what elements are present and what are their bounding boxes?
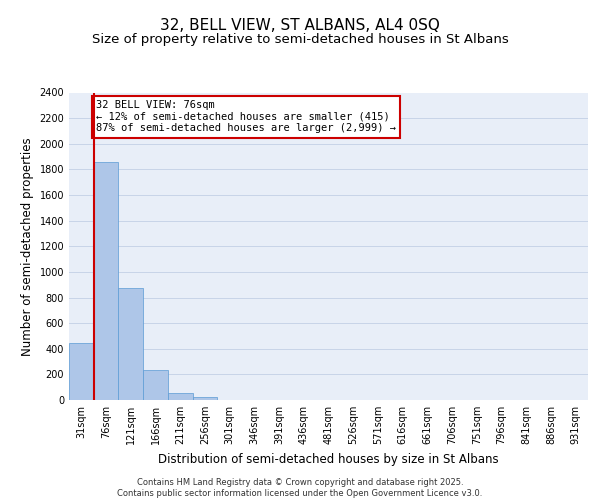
Bar xyxy=(69,343,94,400)
Bar xyxy=(118,288,143,400)
Text: Size of property relative to semi-detached houses in St Albans: Size of property relative to semi-detach… xyxy=(92,32,508,46)
Bar xyxy=(94,162,118,400)
Bar xyxy=(193,398,217,400)
Y-axis label: Number of semi-detached properties: Number of semi-detached properties xyxy=(21,137,34,356)
Bar xyxy=(143,370,168,400)
Text: 32 BELL VIEW: 76sqm
← 12% of semi-detached houses are smaller (415)
87% of semi-: 32 BELL VIEW: 76sqm ← 12% of semi-detach… xyxy=(96,100,396,134)
Bar xyxy=(168,394,193,400)
Text: 32, BELL VIEW, ST ALBANS, AL4 0SQ: 32, BELL VIEW, ST ALBANS, AL4 0SQ xyxy=(160,18,440,32)
Text: Contains HM Land Registry data © Crown copyright and database right 2025.
Contai: Contains HM Land Registry data © Crown c… xyxy=(118,478,482,498)
X-axis label: Distribution of semi-detached houses by size in St Albans: Distribution of semi-detached houses by … xyxy=(158,452,499,466)
